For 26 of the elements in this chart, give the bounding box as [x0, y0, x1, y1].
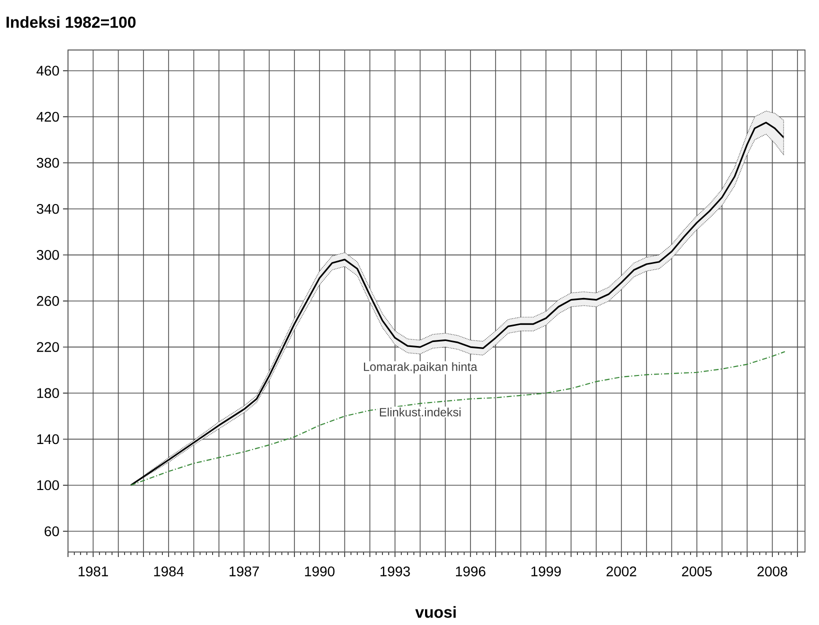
- x-tick-label: 1987: [230, 566, 259, 576]
- x-tick-label: 2005: [682, 566, 712, 576]
- y-tick-label: 60: [44, 526, 59, 536]
- x-tick-label: 1990: [305, 566, 335, 576]
- x-tick-label: 1999: [531, 566, 561, 576]
- y-tick-label: 180: [37, 388, 59, 398]
- x-tick-label: 2008: [758, 566, 788, 576]
- y-tick-label: 460: [36, 66, 59, 76]
- chart-title: Indeksi 1982=100: [6, 16, 136, 28]
- series-label: Elinkust.indeksi: [380, 408, 461, 416]
- y-tick-label: 260: [36, 296, 59, 306]
- x-tick-label: 1984: [154, 566, 184, 576]
- y-tick-label: 220: [36, 342, 59, 352]
- line-series: [130, 351, 786, 486]
- y-tick-label: 340: [36, 204, 59, 214]
- y-tick-label: 300: [36, 250, 59, 260]
- x-axis-title: vuosi: [415, 606, 456, 618]
- y-tick-label: 380: [36, 158, 59, 168]
- y-tick-label: 420: [36, 112, 59, 122]
- x-tick-label: 1993: [380, 566, 410, 576]
- series-label: Lomarak.paikan hinta: [364, 362, 478, 374]
- x-tick-label: 2002: [606, 566, 636, 576]
- y-tick-label: 140: [37, 434, 59, 444]
- x-tick-label: 1981: [78, 566, 108, 576]
- y-tick-label: 100: [37, 480, 59, 490]
- x-tick-label: 1996: [456, 566, 486, 576]
